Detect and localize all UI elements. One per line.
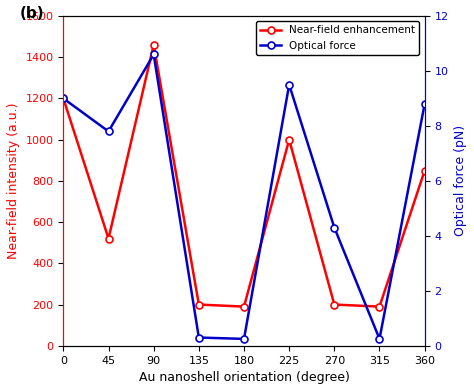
Near-field enhancement [196, 302, 201, 307]
Near-field enhancement [61, 96, 66, 101]
Optical force [151, 52, 156, 57]
Y-axis label: Optical force (pN): Optical force (pN) [454, 125, 467, 237]
X-axis label: Au nanoshell orientation (degree): Au nanoshell orientation (degree) [138, 371, 349, 384]
Optical force [422, 102, 428, 106]
Near-field enhancement [422, 168, 428, 173]
Line: Near-field enhancement: Near-field enhancement [60, 41, 428, 310]
Near-field enhancement [331, 302, 337, 307]
Near-field enhancement [286, 137, 292, 142]
Optical force [331, 225, 337, 230]
Optical force [61, 96, 66, 101]
Optical force [286, 83, 292, 87]
Near-field enhancement [151, 43, 156, 47]
Optical force [377, 337, 383, 341]
Line: Optical force: Optical force [60, 51, 428, 343]
Text: (b): (b) [20, 6, 45, 21]
Near-field enhancement [377, 304, 383, 309]
Y-axis label: Near-field intensity (a.u.): Near-field intensity (a.u.) [7, 102, 20, 259]
Near-field enhancement [241, 304, 247, 309]
Near-field enhancement [106, 236, 111, 241]
Optical force [196, 335, 201, 340]
Optical force [241, 337, 247, 341]
Legend: Near-field enhancement, Optical force: Near-field enhancement, Optical force [256, 21, 419, 55]
Optical force [106, 129, 111, 134]
